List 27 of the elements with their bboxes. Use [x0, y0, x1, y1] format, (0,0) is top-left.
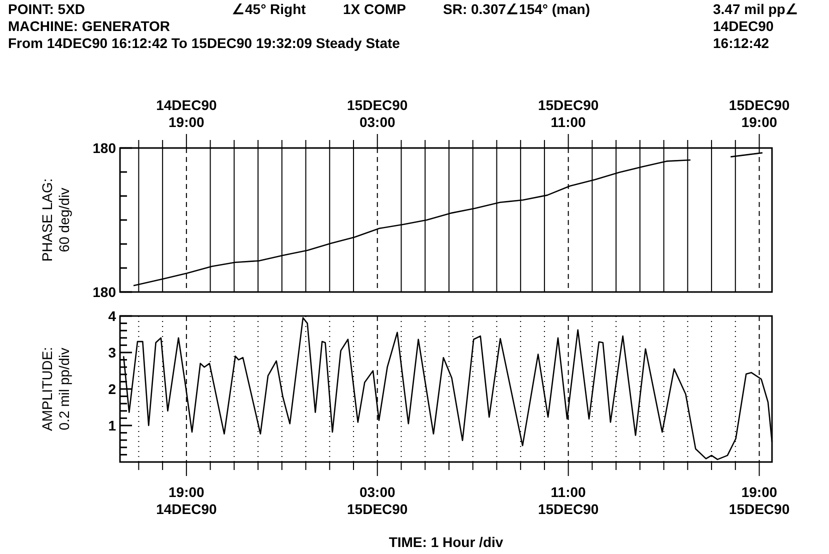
text: MACHINE: GENERATOR — [8, 18, 170, 34]
x-axis-title: TIME: 1 Hour /div — [388, 534, 504, 550]
text: 3.47 mil pp∠ — [713, 1, 798, 17]
y-tick-label: 4 — [108, 308, 116, 324]
y-tick-label: 180 — [92, 140, 116, 156]
text: SR: 0.307∠154° (man) — [443, 1, 590, 17]
x-tick-label: 19:00 15DEC90 — [728, 484, 790, 517]
x2-tick-label: 15DEC90 11:00 — [538, 97, 599, 130]
x2-tick-label: 14DEC90 19:00 — [156, 97, 217, 130]
x-tick-label: 03:00 15DEC90 — [347, 484, 408, 517]
x2-tick-label: 15DEC90 19:00 — [728, 97, 790, 130]
y-tick-label: 2 — [108, 380, 116, 397]
text: From 14DEC90 16:12:42 To 15DEC90 19:32:09 Steady State — [8, 35, 400, 51]
x-tick-label: 19:00 14DEC90 — [156, 484, 217, 517]
y-tick-label: 1 — [108, 417, 116, 434]
y-tick-label: 3 — [108, 344, 116, 360]
x-tick-label: 11:00 15DEC90 — [538, 484, 599, 517]
text: ∠45° Right — [232, 1, 306, 17]
text: 16:12:42 — [713, 35, 770, 51]
text: 1X COMP — [343, 1, 406, 17]
text: 14DEC90 — [713, 18, 774, 34]
x2-tick-label: 15DEC90 03:00 — [347, 97, 408, 130]
line-series — [122, 317, 773, 460]
y-axis-title: PHASE LAG: 60 deg/div — [39, 178, 72, 262]
y-tick-label: 180 — [92, 284, 116, 300]
y-axis-title: AMPLITUDE: 0.2 mil pp/div — [39, 346, 72, 432]
chart-title: POINT: 5XD — [8, 1, 86, 17]
